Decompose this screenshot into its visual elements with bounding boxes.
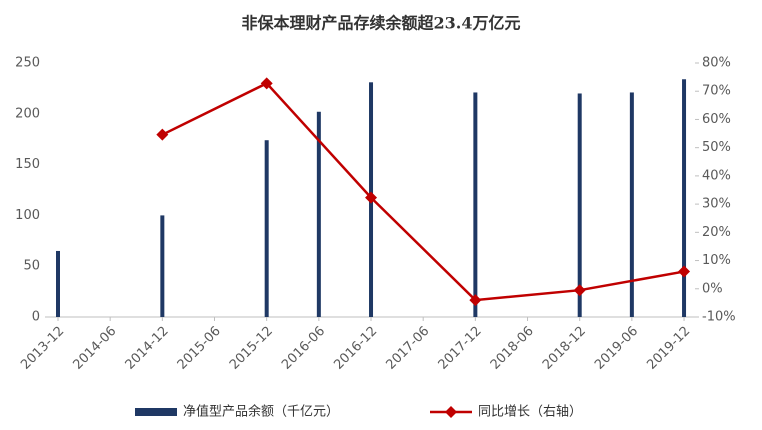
legend-label: 净值型产品余额（千亿元） (183, 404, 339, 420)
x-tick-label: 2018-06 (488, 324, 537, 373)
bar (264, 140, 269, 317)
y2-tick-label: 10% (702, 253, 731, 268)
x-tick-label: 2016-12 (331, 324, 380, 373)
legend-swatch (445, 406, 457, 418)
marker (156, 128, 169, 141)
x-tick-label: 2015-06 (175, 324, 224, 373)
bar (682, 79, 687, 317)
chart-title: 非保本理财产品存续余额超23.4万亿元 (242, 14, 521, 33)
line (161, 81, 685, 302)
marker (573, 284, 586, 297)
x-tick-label: 2014-06 (70, 324, 119, 373)
y2-tick-label: 30% (702, 197, 731, 212)
x-tick-label: 2017-06 (383, 324, 432, 373)
y2-tick-label: 70% (702, 84, 731, 99)
x-tick-label: 2015-12 (227, 324, 276, 373)
x-tick-label: 2018-12 (540, 324, 589, 373)
marker (365, 191, 378, 204)
y2-tick-label: 0% (702, 281, 723, 296)
y-tick-label: 250 (15, 56, 40, 71)
bar (160, 215, 165, 317)
y2-tick-label: -10% (702, 310, 736, 325)
y-tick-label: 200 (15, 106, 40, 121)
bar (316, 111, 321, 317)
marker (260, 77, 273, 90)
marker (469, 294, 482, 307)
y-tick-label: 150 (15, 157, 40, 172)
y2-tick-label: 50% (702, 140, 731, 155)
y-tick-label: 0 (32, 310, 40, 325)
x-tick-label: 2016-06 (279, 324, 328, 373)
bar (577, 93, 582, 317)
legend-swatch (135, 408, 177, 416)
y2-tick-label: 80% (702, 56, 731, 71)
y2-tick-label: 40% (702, 168, 731, 183)
y2-tick-label: 60% (702, 112, 731, 127)
x-tick-label: 2017-12 (436, 324, 485, 373)
x-tick-label: 2019-06 (592, 324, 641, 373)
x-tick-label: 2014-12 (123, 324, 172, 373)
bar (473, 92, 478, 318)
x-tick-label: 2019-12 (644, 324, 693, 373)
y-tick-label: 100 (15, 208, 40, 223)
y2-tick-label: 20% (702, 225, 731, 240)
legend-label: 同比增长（右轴） (478, 405, 582, 420)
marker (678, 265, 691, 278)
x-tick-label: 2013-12 (18, 324, 67, 373)
bar (56, 250, 60, 317)
bar (629, 92, 634, 318)
y-tick-label: 50 (23, 259, 40, 274)
